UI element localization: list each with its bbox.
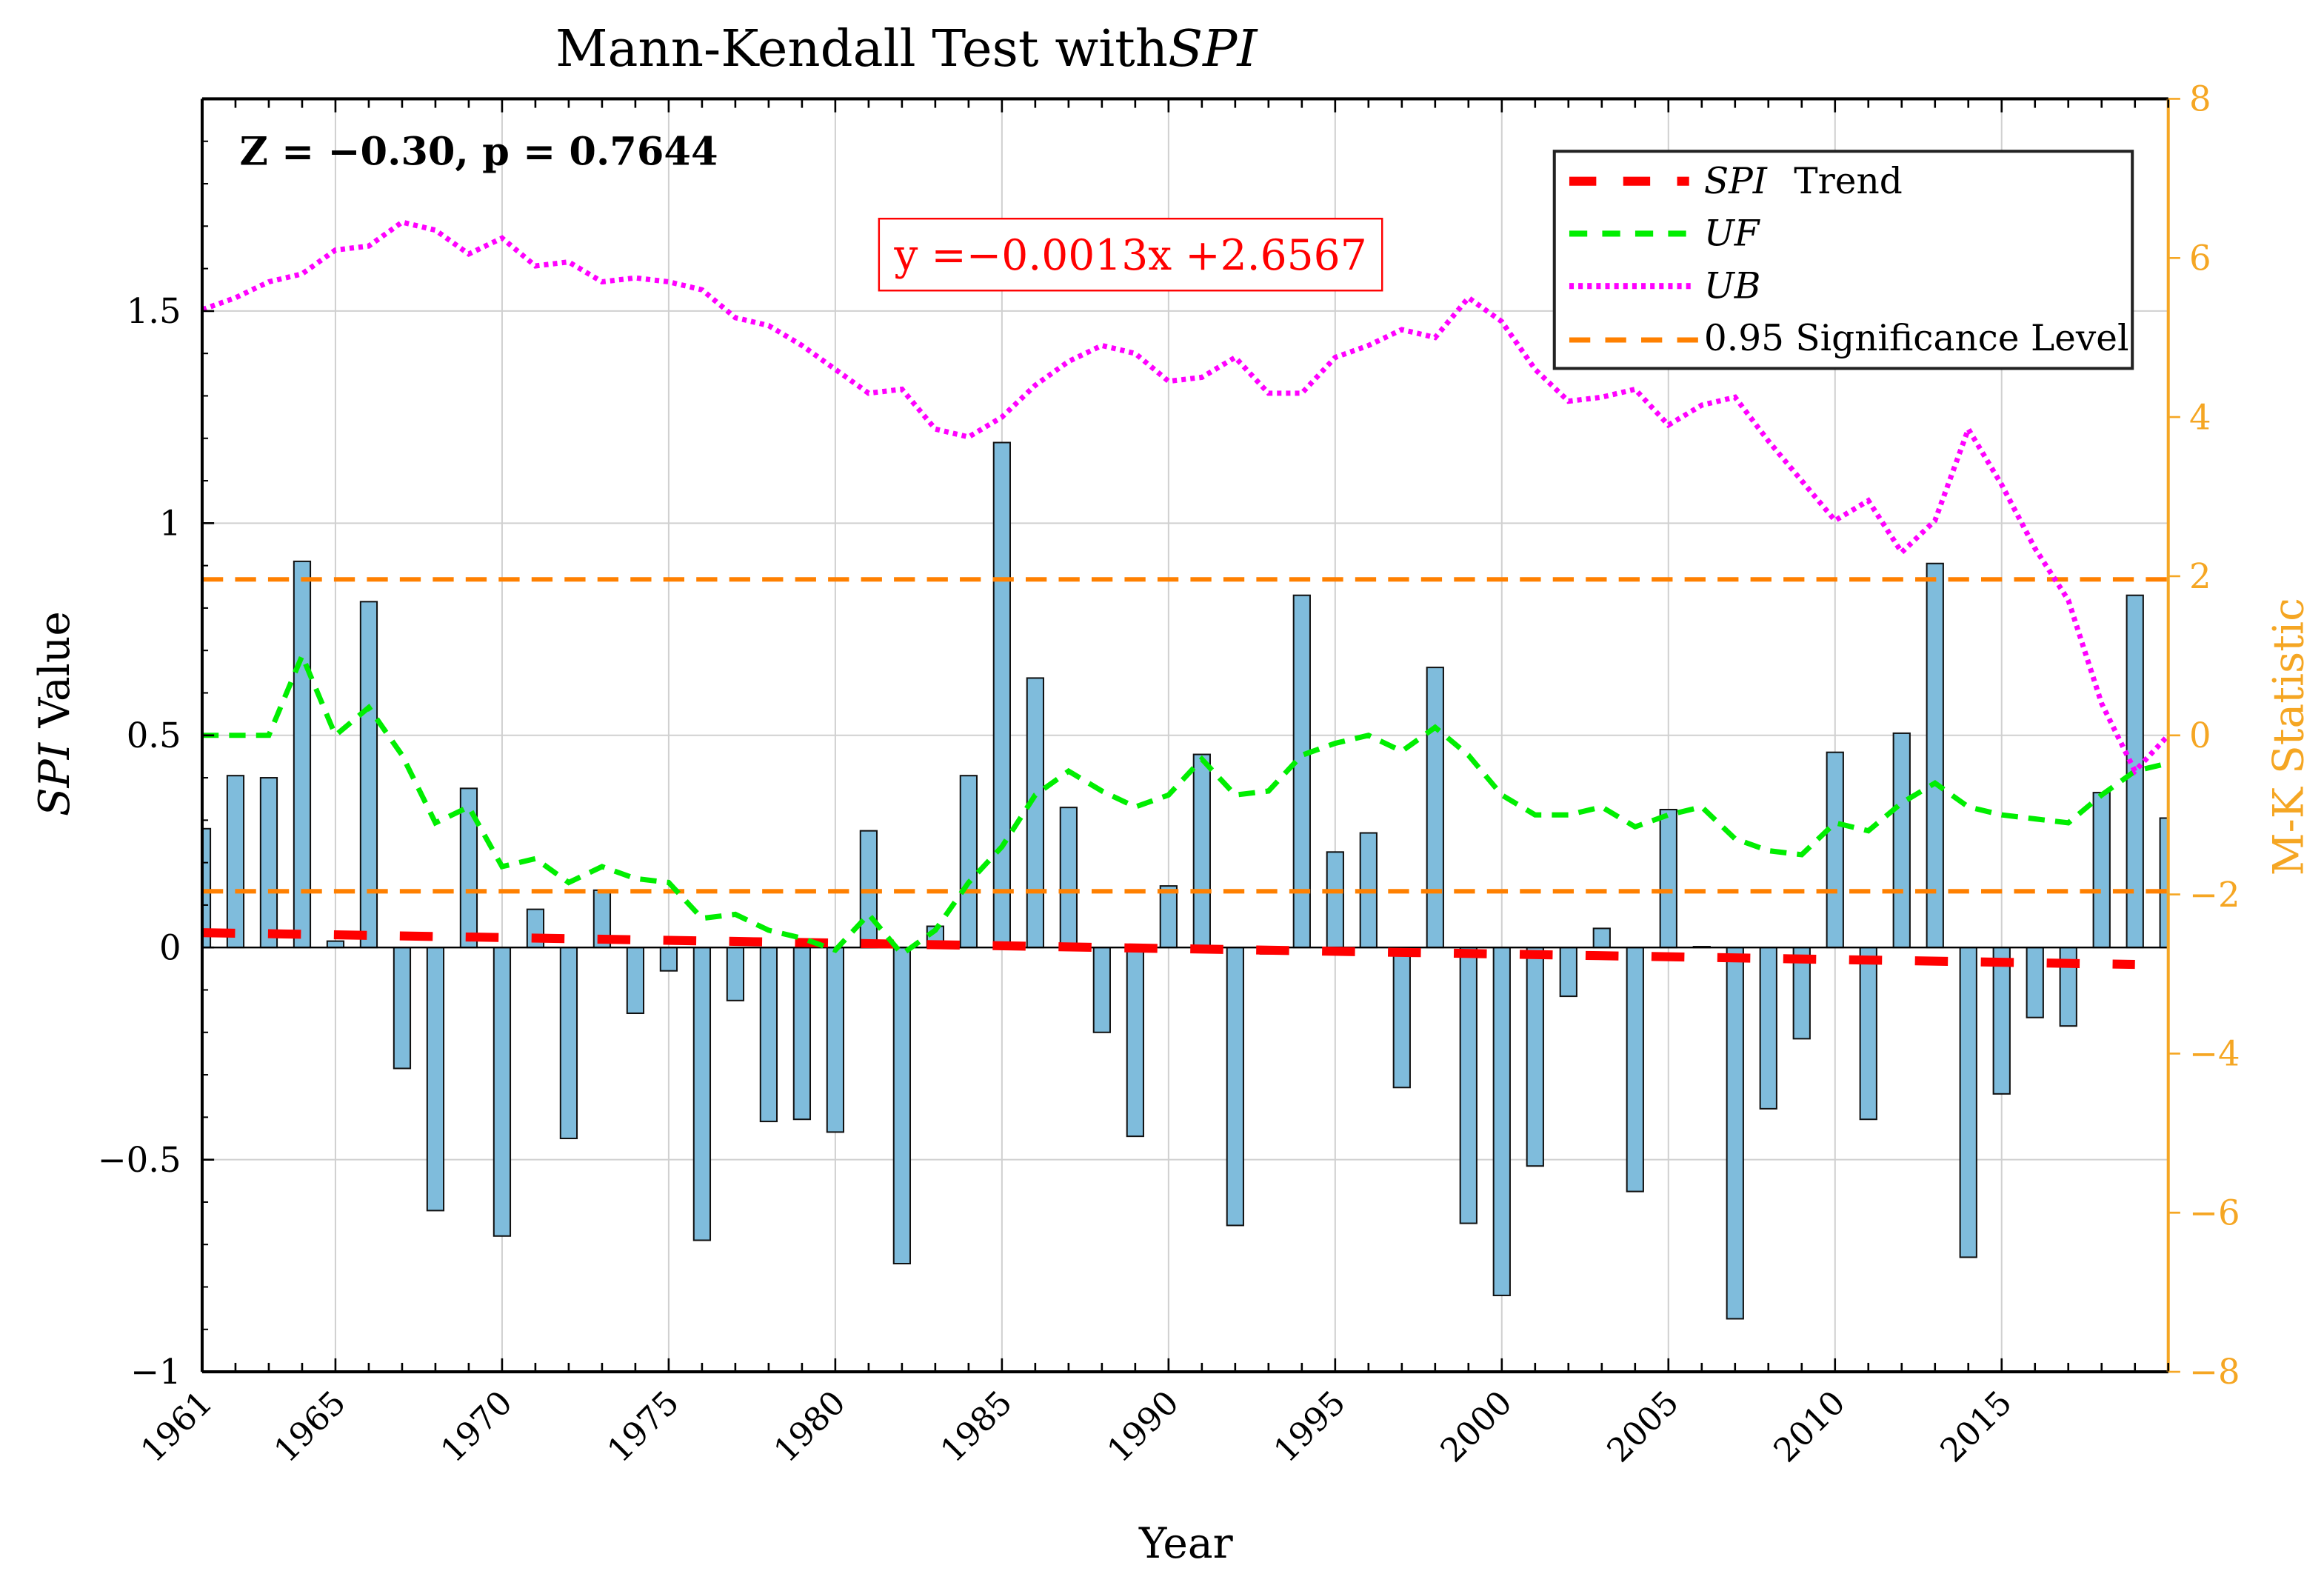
ub-line	[201, 219, 2171, 776]
x-tick-label: 1980	[767, 1384, 853, 1470]
spi-bar	[992, 441, 1011, 949]
spi-bar	[626, 947, 645, 1015]
y-axis-label-italic: SPI	[30, 741, 79, 816]
x-tick-label: 1965	[267, 1384, 353, 1470]
spi-bar	[492, 947, 512, 1237]
spi-bar	[226, 775, 245, 949]
y-tick-label: 0.5	[127, 716, 181, 756]
spi-bar	[426, 947, 445, 1212]
spi-bar	[359, 601, 378, 949]
spi-bar	[1592, 927, 1611, 949]
spi-bar	[1292, 594, 1311, 949]
spi-bar	[559, 947, 578, 1140]
spi-bar	[1859, 947, 1877, 1121]
spi-bar	[1459, 947, 1477, 1224]
y2-tick-label: 4	[2189, 397, 2211, 437]
y-axis-label: SPI Value	[30, 611, 79, 816]
spi-bar	[1026, 677, 1044, 949]
spi-bar	[1726, 947, 1744, 1320]
x-tick-label: 1990	[1101, 1384, 1186, 1470]
spi-trend-line	[201, 928, 2135, 970]
spi-bar	[1959, 947, 1977, 1258]
y2-tick-label: −8	[2189, 1352, 2240, 1392]
equation-box	[878, 217, 1383, 292]
spi-bar	[1326, 851, 1344, 949]
x-tick-label: 2005	[1600, 1384, 1686, 1470]
spi-bar	[892, 947, 912, 1265]
equation-label: y =−0.0013x +2.6567	[893, 231, 1366, 280]
spi-bar	[326, 940, 345, 949]
y2-tick-label: −6	[2189, 1193, 2240, 1233]
spi-bar	[1526, 947, 1544, 1167]
x-tick-label: 1961	[134, 1384, 220, 1470]
spi-bars	[201, 441, 2169, 1320]
spi-bar	[1759, 947, 1777, 1110]
spi-bar	[659, 947, 678, 972]
legend-label-trend-italic: SPI	[1704, 161, 1768, 202]
legend-label-significance: 0.95 Significance Level	[1704, 318, 2129, 359]
y-tick-label: 0	[159, 927, 181, 967]
spi-bar	[1892, 732, 1911, 949]
x-tick-label: 1970	[434, 1384, 520, 1470]
uf-line	[201, 649, 2169, 958]
spi-bar	[959, 775, 978, 949]
spi-bar	[726, 947, 745, 1001]
x-tick-label: 1995	[1267, 1384, 1353, 1470]
x-tick-label: 1985	[934, 1384, 1020, 1470]
y2-axis-label: M-K Statistic	[2265, 598, 2314, 875]
spi-bar	[759, 947, 778, 1123]
spi-bar	[259, 777, 278, 949]
legend-label-trend: Trend	[1794, 161, 1903, 202]
spi-bar	[2092, 792, 2111, 949]
stats-annotation: Z = −0.30, p = 0.7644	[240, 129, 718, 174]
spi-bar	[1126, 947, 1144, 1138]
x-tick-label: 2000	[1434, 1384, 1520, 1470]
spi-bar	[1226, 947, 1244, 1227]
y-axis-label-text: Value	[30, 611, 79, 729]
x-axis-label: Year	[1138, 1519, 1234, 1568]
y2-tick-label: −2	[2189, 875, 2240, 915]
spi-bar	[2026, 947, 2044, 1018]
spi-bar	[393, 947, 412, 1070]
y2-tick-label: 2	[2189, 556, 2211, 596]
y2-tick-label: 8	[2189, 79, 2211, 119]
y2-tick-label: −4	[2189, 1034, 2240, 1074]
chart-title-italic: SPI	[1168, 19, 1258, 79]
spi-bar	[1159, 885, 1178, 949]
legend-label-ub: UB	[1704, 265, 1761, 307]
spi-bar	[1059, 807, 1078, 949]
series-lines	[201, 219, 2171, 970]
spi-bar	[792, 947, 812, 1121]
y2-tick-label: 0	[2189, 716, 2211, 756]
y-tick-label: 1.5	[127, 291, 181, 331]
y2-tick-label: 6	[2189, 238, 2211, 278]
legend: SPI Trend UF UB 0.95 Significance Level	[1552, 150, 2134, 370]
y-tick-label: 1	[159, 504, 181, 544]
spi-bar	[1659, 809, 1677, 949]
spi-bar	[1426, 667, 1444, 949]
legend-box	[1552, 150, 2134, 370]
spi-bar	[1192, 753, 1211, 949]
spi-bar	[1492, 947, 1511, 1296]
spi-bar	[1392, 947, 1411, 1089]
x-tick-label: 2015	[1934, 1384, 2020, 1470]
spi-bar	[1092, 947, 1111, 1033]
legend-label-uf: UF	[1704, 213, 1761, 255]
y-tick-label: −0.5	[98, 1140, 181, 1180]
spi-bar	[1826, 751, 1844, 949]
spi-bar	[1992, 947, 2011, 1095]
spi-bar	[1626, 947, 1644, 1193]
spi-bar	[1559, 947, 1577, 998]
chart-title: Mann-Kendall Test with	[555, 19, 1168, 79]
x-tick-label: 2010	[1767, 1384, 1853, 1470]
spi-bar	[692, 947, 712, 1241]
spi-bar	[826, 947, 845, 1133]
y-tick-label: −1	[130, 1352, 181, 1392]
x-tick-label: 1975	[601, 1384, 687, 1470]
